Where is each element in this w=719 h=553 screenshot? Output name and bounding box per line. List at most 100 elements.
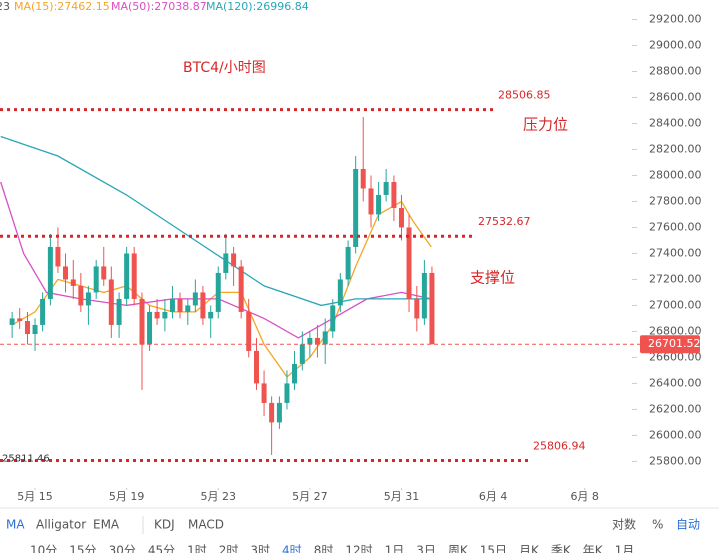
y-tick-label: 27600.00 [649,220,702,233]
x-tick-label: 5月 19 [109,490,145,503]
candle-body [78,285,84,306]
candle-body [70,279,76,286]
x-tick-label: 6月 4 [479,490,508,503]
candle-body [360,168,366,189]
y-tick-label: 26000.00 [649,428,702,441]
candle-body [139,298,145,345]
candle-body [63,266,69,280]
y-tick-label: 28800.00 [649,64,702,77]
interval-button[interactable]: 年K [583,544,604,553]
candle-body [414,298,420,319]
y-tick-label: 26400.00 [649,376,702,389]
ma-line [11,200,432,378]
y-tick-label: 27800.00 [649,194,702,207]
candle-body [345,246,351,280]
candle-body [131,253,137,299]
candle-body [299,344,305,364]
candle-body [47,246,53,299]
scale-button[interactable]: 自动 [676,518,700,532]
candle-body [421,272,427,319]
y-tick-label: 26600.00 [649,350,702,363]
candle-body [208,311,214,319]
candle-body [147,311,153,345]
y-tick-label: 28000.00 [649,168,702,181]
candle-body [292,363,298,384]
candle-body [276,402,282,423]
candle-body [154,311,160,319]
interval-button[interactable]: 15分 [69,544,96,553]
candle-body [246,311,252,351]
candle-body [177,298,183,312]
candle-body [24,321,30,335]
last-price-label: 26701.52 [648,337,701,350]
y-tick-label: 28600.00 [649,90,702,103]
scale-button[interactable]: % [652,518,663,532]
y-tick-label: 26200.00 [649,402,702,415]
indicator-button[interactable]: Alligator [36,518,86,532]
scale-button[interactable]: 对数 [612,517,636,532]
level-label: 27532.67 [478,215,531,228]
x-tick-label: 5月 23 [201,490,237,503]
y-tick-label: 29200.00 [649,12,702,25]
candle-body [337,279,343,306]
interval-button[interactable]: 季K [551,544,572,553]
candle-body [93,266,99,293]
interval-button[interactable]: 1月 [615,544,635,553]
y-tick-label: 28400.00 [649,116,702,129]
indicator-button[interactable]: EMA [93,518,120,532]
candle-body [108,279,114,325]
candle-body [17,318,23,322]
indicator-button[interactable]: MACD [188,518,224,532]
candle-body [200,292,206,319]
interval-button[interactable]: 45分 [148,544,175,553]
interval-button[interactable]: 3时 [250,544,270,553]
interval-button[interactable]: 15日 [480,544,507,553]
interval-button[interactable]: 10分 [30,544,57,553]
interval-button[interactable]: 4时 [282,544,302,553]
candle-body [32,324,38,335]
candle-body [116,298,122,325]
y-tick-label: 27400.00 [649,246,702,259]
candle-body [223,253,229,273]
y-tick-label: 25800.00 [649,454,702,467]
x-tick-label: 5月 31 [384,490,420,503]
candle-body [322,331,328,345]
candle-body [353,168,359,247]
candle-body [101,266,107,280]
candle-body [185,305,191,312]
interval-button[interactable]: 30分 [109,544,136,553]
x-tick-label: 5月 15 [17,490,53,503]
level-label: 28506.85 [498,89,551,102]
level-note: 支撑位 [470,269,515,287]
candle-body [406,227,412,299]
interval-button[interactable]: 周K [448,544,469,553]
interval-button[interactable]: 月K [519,544,540,553]
legend-entry: MA(120):26996.84 [206,0,309,13]
legend-prefix: 23 [0,0,10,13]
interval-button[interactable]: 1时 [187,544,207,553]
legend-entry: MA(50):27038.87 [111,0,207,13]
candle-body [398,207,404,228]
interval-button[interactable]: 8时 [314,544,334,553]
y-tick-label: 28200.00 [649,142,702,155]
indicator-button[interactable]: MA [6,518,25,532]
level-note: 压力位 [523,116,568,134]
candle-body [238,266,244,312]
level-label: 25806.94 [533,440,586,453]
interval-button[interactable]: 3日 [416,544,436,553]
interval-button[interactable]: 12时 [345,544,372,553]
candle-body [9,318,15,325]
ma-line [0,135,432,307]
interval-button[interactable]: 2时 [219,544,239,553]
candle-body [376,194,382,215]
interval-button[interactable]: 1日 [385,544,405,553]
candle-body [192,292,198,306]
legend-entry: MA(15):27462.15 [14,0,110,13]
candle-body [85,292,91,306]
candle-body [314,337,320,345]
indicator-button[interactable]: KDJ [154,518,175,532]
x-tick-label: 6月 8 [570,490,599,503]
candle-body [254,350,260,384]
candle-body [429,272,435,345]
candle-body [231,253,237,267]
